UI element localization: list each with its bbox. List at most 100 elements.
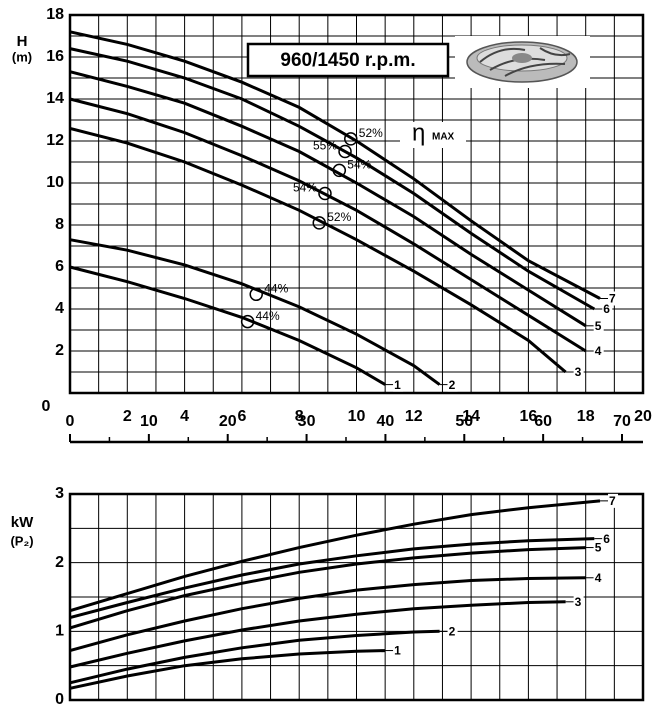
curve [69, 238, 441, 386]
plot-frame [68, 492, 645, 702]
curve [69, 70, 587, 328]
curve-label-bg [393, 377, 404, 392]
curve-label: 6 [603, 302, 610, 316]
secondary-tick-label: 60 [534, 413, 552, 430]
efficiency-label: 44% [256, 309, 280, 323]
curve-label-bg [393, 643, 404, 658]
efficiency-point [338, 144, 352, 159]
curve-label: 7 [609, 292, 616, 306]
curve-label: 2 [449, 378, 456, 392]
efficiency-point [240, 314, 255, 329]
efficiency-label: 54% [293, 181, 317, 195]
curve [69, 546, 586, 630]
curve-label-bg [593, 570, 604, 585]
x-tick-label: 18 [577, 408, 595, 425]
eta-background [400, 122, 466, 148]
y-tick-label: 1 [55, 623, 64, 640]
curve-label: 3 [575, 365, 582, 379]
curve-label: 1 [394, 644, 401, 658]
curve-label: 2 [449, 625, 456, 639]
curve-label-bg [593, 318, 604, 333]
efficiency-point [318, 186, 332, 201]
y-tick-label: 2 [55, 554, 64, 571]
curve [69, 47, 596, 311]
y-tick-label: 16 [46, 48, 64, 65]
curve-label: 5 [595, 541, 602, 555]
y-axis-label: kW [11, 514, 34, 531]
curve [69, 576, 586, 653]
secondary-tick-label: 40 [377, 413, 395, 430]
eta-symbol: η [412, 119, 425, 146]
y-axis-unit: (P₂) [10, 533, 33, 548]
plot-frame [68, 13, 645, 395]
y-tick-label: 14 [46, 90, 64, 107]
y-tick-label: 8 [55, 216, 64, 233]
y-tick-label: 2 [55, 342, 64, 359]
y-tick-label: 18 [46, 6, 64, 23]
y-tick-label: 12 [46, 132, 64, 149]
curve-label-bg [447, 377, 458, 392]
curve-label: 7 [609, 494, 616, 508]
curve [69, 126, 567, 374]
x-tick-label: 14 [462, 408, 480, 425]
impeller-icon [455, 36, 590, 88]
efficiency-label: 44% [264, 281, 288, 295]
secondary-tick-label: 0 [66, 413, 75, 430]
efficiency-point [312, 216, 327, 230]
curve-label-bg [608, 291, 619, 306]
curve-label-bg [608, 493, 619, 508]
curve-label: 1 [394, 378, 401, 392]
efficiency-label: 52% [359, 126, 383, 140]
secondary-tick-label: 20 [219, 413, 237, 430]
efficiency-point [332, 163, 347, 178]
x-tick-label: 12 [405, 408, 423, 425]
curve-label-bg [573, 594, 584, 609]
x-tick-label: 10 [348, 408, 366, 425]
y-axis-label: H [17, 33, 28, 50]
curve [69, 30, 601, 300]
curve-label: 6 [603, 532, 610, 546]
efficiency-point [249, 287, 263, 302]
y-tick-label: 0 [55, 691, 64, 707]
rpm-box [246, 42, 450, 78]
y-tick-label: 6 [55, 258, 64, 275]
secondary-tick-label: 30 [298, 413, 316, 430]
x-tick-label: 0 [42, 398, 51, 415]
x-tick-label: 20 [634, 408, 652, 425]
secondary-tick-label: 10 [140, 413, 158, 430]
curve-label: 4 [595, 344, 602, 358]
x-tick-label: 4 [180, 408, 189, 425]
y-tick-label: 10 [46, 174, 64, 191]
x-tick-label: 6 [237, 408, 246, 425]
x-tick-label: 16 [520, 408, 538, 425]
curve-label: 3 [575, 595, 582, 609]
efficiency-label: 52% [327, 210, 351, 224]
secondary-tick-label: 50 [455, 413, 473, 430]
y-axis-unit: (m) [12, 49, 32, 64]
y-tick-label: 3 [55, 485, 64, 502]
curve-label-bg [447, 624, 458, 639]
efficiency-label: 55% [313, 139, 337, 153]
efficiency-point [344, 132, 358, 146]
curve-label-bg [602, 302, 613, 316]
curve-label-bg [593, 344, 604, 358]
curve [69, 499, 601, 613]
secondary-tick-label: 70 [613, 413, 631, 430]
y-tick-label: 4 [55, 300, 64, 317]
curve [69, 537, 595, 620]
curve-label-bg [602, 531, 613, 546]
curve-label-bg [573, 365, 584, 379]
eta-label: MAX [432, 132, 455, 143]
rpm-label: 960/1450 r.p.m. [280, 50, 415, 71]
curve [69, 600, 566, 669]
curve [69, 649, 386, 690]
curve [69, 265, 386, 386]
efficiency-label: 54% [347, 158, 371, 172]
curve [69, 629, 440, 685]
curve-label: 4 [595, 571, 602, 585]
x-tick-label: 8 [295, 408, 304, 425]
x-tick-label: 2 [123, 408, 132, 425]
curve-label-bg [593, 540, 604, 555]
curve-label: 5 [595, 319, 602, 333]
